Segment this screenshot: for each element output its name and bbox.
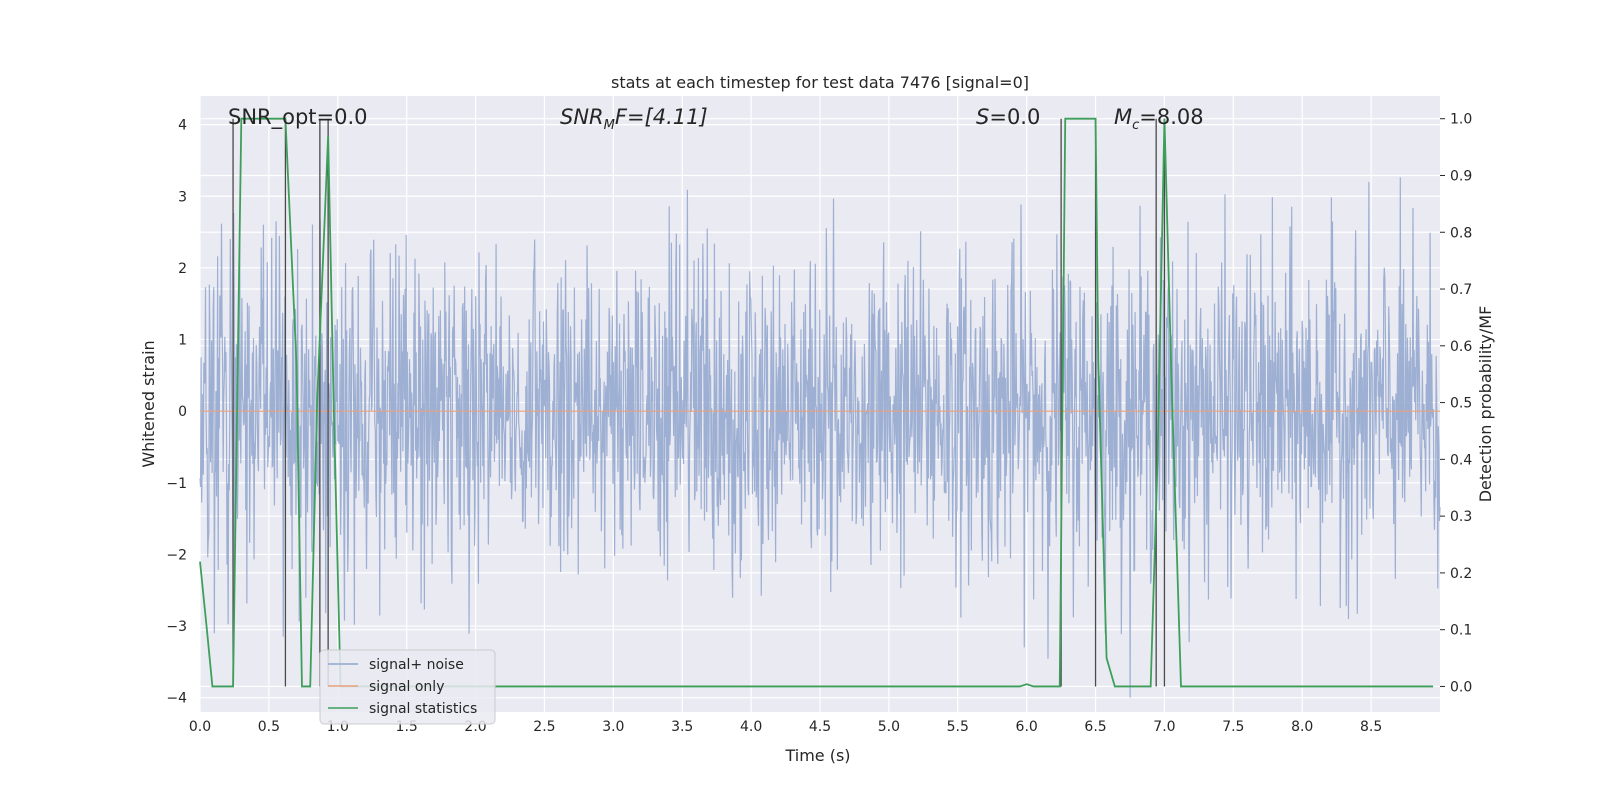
y2-tick-label: 0.3 — [1450, 509, 1472, 525]
y-tick-label: 3 — [178, 189, 187, 205]
x-tick-label: 7.0 — [1153, 719, 1175, 735]
annotation-mc-main: M — [1114, 105, 1132, 129]
legend-box — [319, 649, 496, 725]
x-tick-label: 3.0 — [602, 719, 624, 735]
x-tick-label: 6.0 — [1016, 719, 1038, 735]
x-tick-label: 0.5 — [258, 719, 280, 735]
legend: signal+ noise signal only signal statist… — [319, 649, 496, 725]
annotation-snr-mf: SNRMF=[4.11] — [560, 105, 708, 133]
annotation-mc-tail: =8.08 — [1139, 105, 1203, 129]
y-tick-label: −3 — [166, 619, 187, 635]
x-tick-label: 4.5 — [809, 719, 831, 735]
y2-tick-label: 0.6 — [1450, 339, 1472, 355]
x-tick-label: 8.5 — [1360, 719, 1382, 735]
y-tick-label: −4 — [166, 691, 187, 707]
x-tick-label: 3.5 — [671, 719, 693, 735]
y-tick-label: −1 — [166, 476, 187, 492]
series-signal-statistics — [199, 117, 1434, 688]
annotation-s: S=0.0 — [976, 105, 1040, 129]
annotation-snr-mf-sub: M — [604, 118, 615, 133]
annotation-snr-opt: SNR_opt=0.0 — [228, 105, 368, 130]
annotation-mc-sub: c — [1132, 118, 1139, 133]
y2-tick-label: 0.8 — [1450, 225, 1472, 241]
y-tick-label: −2 — [166, 547, 187, 563]
x-tick-label: 2.5 — [533, 719, 555, 735]
chart-title: stats at each timestep for test data 747… — [611, 73, 1029, 92]
legend-label-signal-only: signal only — [369, 679, 444, 695]
y2-tick-label: 0.4 — [1450, 452, 1472, 468]
y2-tick-label: 0.7 — [1450, 282, 1472, 298]
y2-axis-title: Detection probability/MF — [1476, 306, 1495, 503]
annotation-mc: Mc=8.08 — [1114, 105, 1204, 133]
y-tick-label: 4 — [178, 118, 187, 134]
x-tick-label: 4.0 — [740, 719, 762, 735]
y-tick-label: 0 — [178, 404, 187, 420]
y-tick-labels: 4 3 2 1 0 −1 −2 −3 −4 — [166, 118, 187, 707]
x-tick-label: 0.0 — [189, 719, 211, 735]
x-tick-label: 8.0 — [1291, 719, 1313, 735]
x-tick-label: 6.5 — [1084, 719, 1106, 735]
annotation-snr-mf-main: SNR — [560, 105, 604, 129]
signal-statistics-line — [199, 117, 1434, 688]
y2-tick-label: 0.9 — [1450, 168, 1472, 184]
x-axis-title: Time (s) — [784, 746, 850, 765]
detection-markers — [232, 118, 1166, 687]
x-tick-label: 7.5 — [1222, 719, 1244, 735]
y2-tick-label: 0.5 — [1450, 396, 1472, 412]
legend-label-signal-statistics: signal statistics — [369, 701, 477, 717]
annotation-s-tail: =0.0 — [989, 105, 1040, 129]
x-tick-label: 5.0 — [878, 719, 900, 735]
y2-tick-labels: 1.0 0.9 0.8 0.7 0.6 0.5 0.4 0.3 0.2 0.1 0.0 — [1440, 112, 1472, 695]
x-tick-label: 5.5 — [947, 719, 969, 735]
y2-tick-label: 0.2 — [1450, 566, 1472, 582]
series-signal-plus-noise — [199, 177, 1441, 698]
y2-tick-label: 0.0 — [1450, 679, 1472, 695]
signal-plus-noise-line — [199, 177, 1441, 698]
legend-label-signal-plus-noise: signal+ noise — [369, 657, 464, 673]
y2-tick-label: 1.0 — [1450, 112, 1472, 128]
y-tick-label: 1 — [178, 333, 187, 349]
y-tick-label: 2 — [178, 261, 187, 277]
annotation-s-main: S — [976, 105, 989, 129]
y-axis-title: Whitened strain — [139, 340, 158, 467]
annotation-snr-mf-tail: F=[4.11] — [615, 105, 708, 129]
y2-tick-label: 0.1 — [1450, 623, 1472, 639]
